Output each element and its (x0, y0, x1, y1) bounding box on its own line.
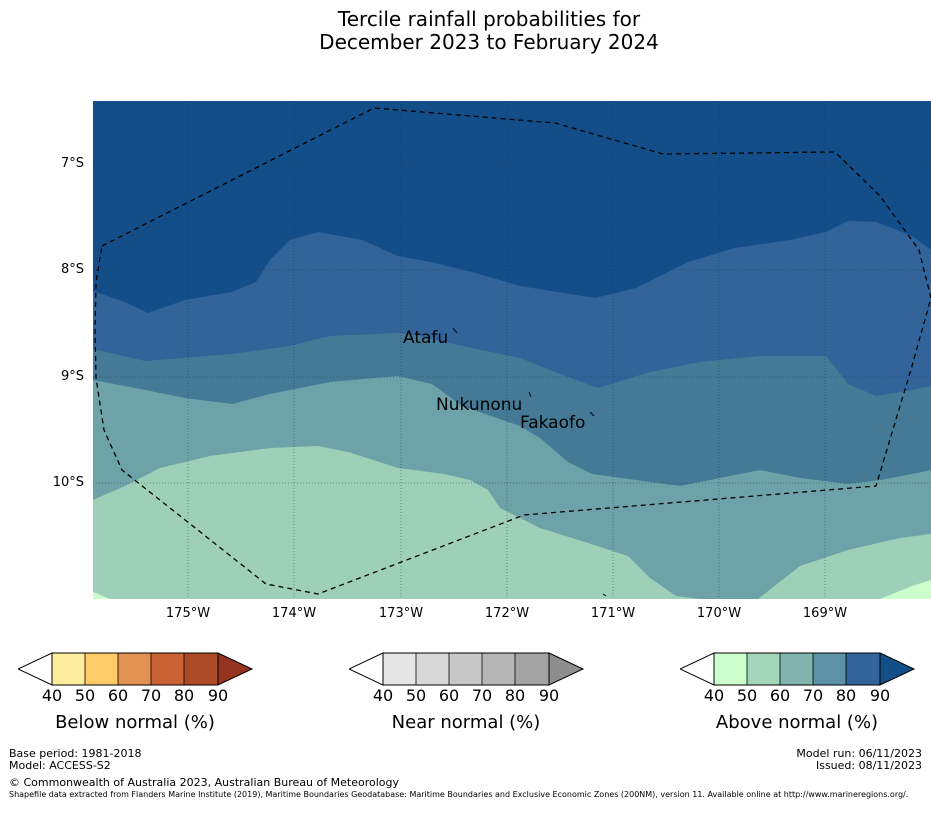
island-label-fakaofo: Fakaofo (520, 413, 586, 433)
cbar-below-seg-4 (151, 653, 184, 685)
cbar-above-seg-4 (813, 653, 846, 685)
cbar-near-over (548, 652, 585, 686)
cbar-near-tick-70: 70 (471, 686, 493, 705)
cbar-above-under (680, 652, 715, 686)
lat-label-10s: 10°S (52, 475, 84, 490)
island-marks (452, 327, 607, 597)
lon-label-169w: 169°W (802, 606, 848, 621)
cbar-below-under (18, 652, 53, 686)
cbar-below-tick-90: 90 (207, 686, 229, 705)
island-label-nukunonu: Nukunonu (436, 395, 523, 415)
cbar-above-seg-2 (747, 653, 780, 685)
footer-issued: Issued: 08/11/2023 (815, 759, 922, 772)
cbar-below-seg-2 (85, 653, 118, 685)
lat-label-9s: 9°S (60, 369, 84, 384)
cbar-near-seg-1 (383, 653, 416, 685)
cbar-below-tick-60: 60 (107, 686, 129, 705)
footer-model: Model: ACCESS-S2 (9, 759, 111, 772)
lat-label-8s: 8°S (60, 262, 84, 277)
region-above-40 (880, 580, 931, 599)
footer-model-run: Model run: 06/11/2023 (796, 747, 922, 760)
lon-label-171w: 171°W (590, 606, 636, 621)
footer-base-period: Base period: 1981-2018 (9, 747, 142, 760)
cbar-above-tick-80: 80 (835, 686, 857, 705)
cbar-below-label: Below normal (%) (55, 712, 215, 733)
cbar-near-seg-4 (482, 653, 515, 685)
cbar-below-seg-1 (52, 653, 85, 685)
cbar-above-tick-70: 70 (802, 686, 824, 705)
swains-mark (602, 593, 607, 597)
footer-copyright: © Commonwealth of Australia 2023, Austra… (9, 776, 399, 789)
cbar-below-over (217, 652, 254, 686)
cbar-above-seg-1 (714, 653, 747, 685)
lat-label-7s: 7°S (60, 156, 84, 171)
island-label-atafu: Atafu (403, 328, 449, 348)
chart-title: Tercile rainfall probabilities for Decem… (0, 8, 931, 54)
cbar-below-seg-5 (184, 653, 218, 685)
cbar-near-seg-5 (515, 653, 549, 685)
title-line-1: Tercile rainfall probabilities for (337, 7, 641, 31)
region-above-50 (93, 446, 931, 599)
cbar-below-tick-80: 80 (173, 686, 195, 705)
cbar-near-seg-3 (449, 653, 482, 685)
colorbar-below (18, 652, 254, 686)
cbar-above-label: Above normal (%) (715, 712, 879, 733)
cbar-below-tick-70: 70 (140, 686, 162, 705)
cbar-near-tick-90: 90 (538, 686, 560, 705)
lon-label-175w: 175°W (165, 606, 211, 621)
cbar-near-under (349, 652, 384, 686)
lon-label-170w: 170°W (696, 606, 742, 621)
cbar-above-tick-50: 50 (736, 686, 758, 705)
atafu-mark (452, 327, 458, 334)
lon-label-173w: 173°W (378, 606, 424, 621)
cbar-near-seg-2 (416, 653, 449, 685)
probability-contours (93, 101, 931, 599)
cbar-near-tick-50: 50 (405, 686, 427, 705)
lon-label-172w: 172°W (484, 606, 530, 621)
cbar-near-tick-40: 40 (372, 686, 394, 705)
cbar-near-label: Near normal (%) (391, 712, 541, 733)
region-above-40-sw (93, 592, 110, 599)
cbar-above-seg-5 (846, 653, 880, 685)
footer-shapefile: Shapefile data extracted from Flanders M… (9, 790, 909, 799)
cbar-below-tick-50: 50 (74, 686, 96, 705)
cbar-above-tick-60: 60 (769, 686, 791, 705)
cbar-near-tick-80: 80 (504, 686, 526, 705)
colorbar-above (680, 652, 916, 686)
graticule (93, 101, 931, 599)
cbar-above-tick-40: 40 (703, 686, 725, 705)
title-line-2: December 2023 to February 2024 (319, 30, 659, 54)
cbar-below-tick-40: 40 (41, 686, 63, 705)
cbar-above-over (879, 652, 916, 686)
lon-label-174w: 174°W (271, 606, 317, 621)
fakaofo-mark (589, 411, 595, 417)
cbar-below-seg-3 (118, 653, 151, 685)
eez-boundary (94, 107, 931, 595)
cbar-near-tick-60: 60 (438, 686, 460, 705)
cbar-above-seg-3 (780, 653, 813, 685)
cbar-above-tick-90: 90 (869, 686, 891, 705)
nukunonu-mark (528, 391, 532, 398)
colorbar-near (349, 652, 585, 686)
